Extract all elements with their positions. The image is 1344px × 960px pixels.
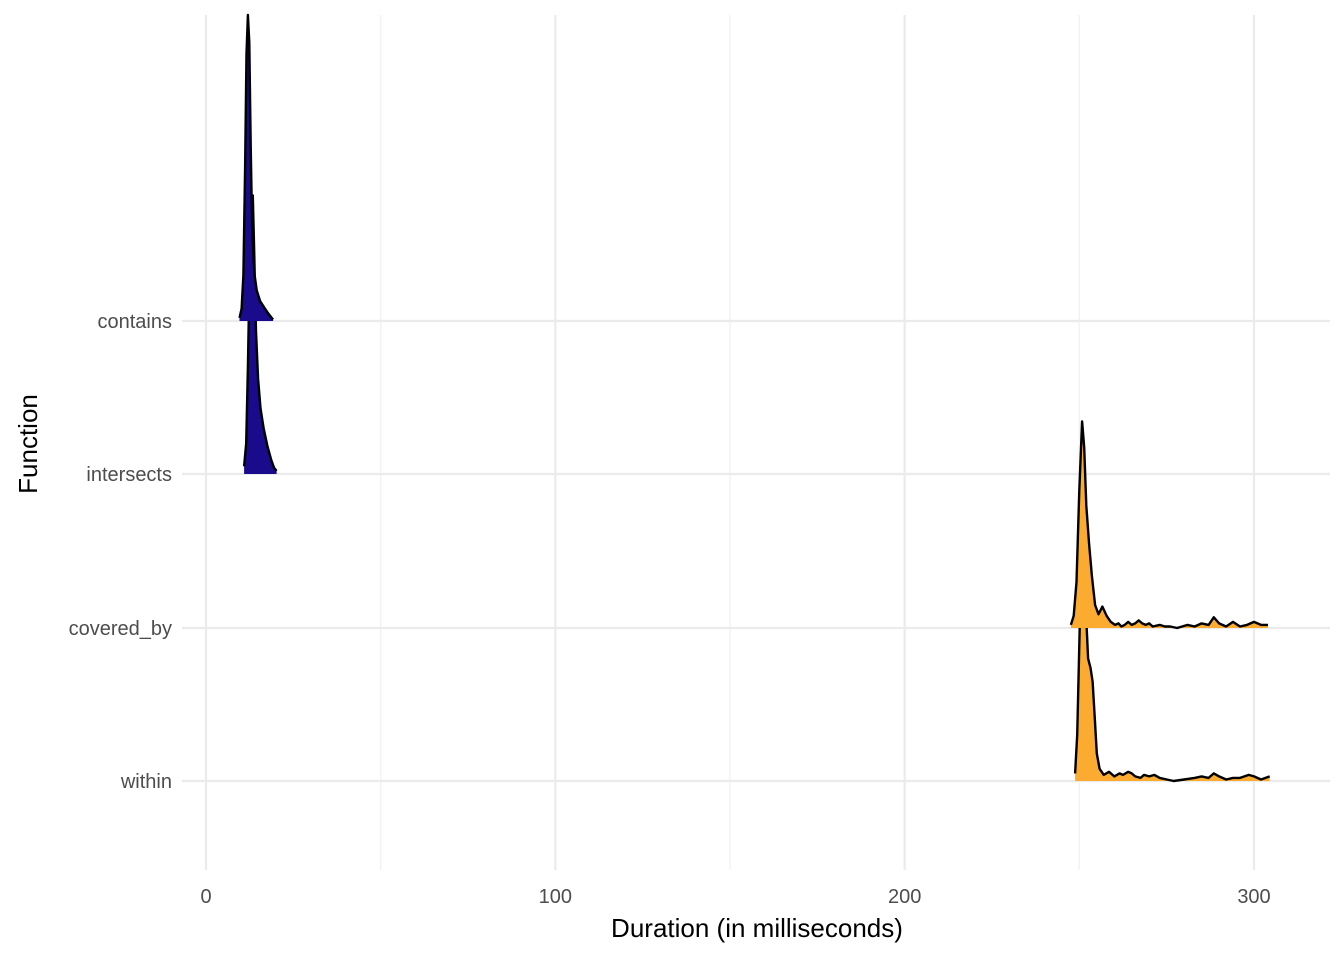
ridge-outline-within: [1073, 573, 1271, 783]
ridge-fill-within: [1075, 574, 1270, 781]
x-tick-label: 0: [200, 886, 211, 908]
ridge-outline-contains: [238, 13, 275, 321]
x-axis-ticks: 0 100 200 300: [200, 886, 1270, 908]
x-axis-title: Duration (in milliseconds): [611, 913, 903, 943]
x-tick-label: 300: [1237, 886, 1270, 908]
ridge-fill-covered-by: [1070, 421, 1268, 628]
y-tick-label: intersects: [86, 464, 172, 486]
y-tick-label: within: [120, 771, 172, 793]
ridge-outline-covered-by: [1069, 420, 1268, 630]
x-tick-label: 100: [539, 886, 572, 908]
y-tick-label: covered_by: [69, 618, 172, 640]
ridge-fill-contains: [239, 15, 274, 321]
ridges: [238, 13, 1271, 783]
x-tick-label: 200: [888, 886, 921, 908]
y-tick-label: contains: [98, 311, 173, 333]
y-axis-title: Function: [13, 394, 43, 494]
ridge-outline-intersects: [242, 194, 278, 472]
